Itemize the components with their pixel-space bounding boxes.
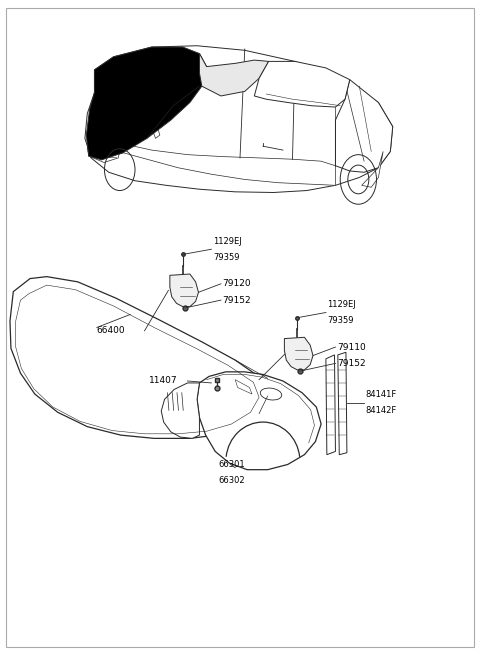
Polygon shape	[284, 337, 313, 370]
Polygon shape	[326, 355, 336, 455]
Text: 66302: 66302	[218, 476, 245, 485]
Polygon shape	[254, 62, 350, 107]
Polygon shape	[235, 380, 252, 394]
Text: 11407: 11407	[149, 377, 178, 386]
Text: 79110: 79110	[337, 343, 366, 352]
Polygon shape	[94, 132, 106, 137]
Polygon shape	[338, 352, 347, 455]
Text: 84142F: 84142F	[365, 406, 397, 415]
Polygon shape	[87, 132, 128, 160]
Text: 1129EJ: 1129EJ	[213, 237, 241, 246]
Text: 79152: 79152	[337, 359, 365, 368]
Text: 79359: 79359	[213, 253, 240, 262]
Text: 66301: 66301	[218, 460, 245, 469]
Polygon shape	[10, 276, 268, 438]
Text: 66400: 66400	[97, 326, 125, 335]
Text: 84141F: 84141F	[365, 390, 397, 400]
Text: 1129EJ: 1129EJ	[327, 300, 356, 309]
Polygon shape	[86, 47, 206, 160]
Polygon shape	[161, 383, 199, 438]
Text: 79359: 79359	[327, 316, 354, 326]
Polygon shape	[170, 274, 199, 307]
Polygon shape	[336, 80, 393, 172]
Polygon shape	[85, 46, 393, 193]
Text: 79152: 79152	[222, 295, 251, 305]
Polygon shape	[197, 372, 321, 470]
Polygon shape	[199, 54, 269, 96]
Polygon shape	[153, 128, 160, 138]
Polygon shape	[362, 151, 383, 187]
Text: 79120: 79120	[222, 279, 251, 288]
Polygon shape	[123, 145, 336, 185]
Polygon shape	[87, 138, 120, 162]
